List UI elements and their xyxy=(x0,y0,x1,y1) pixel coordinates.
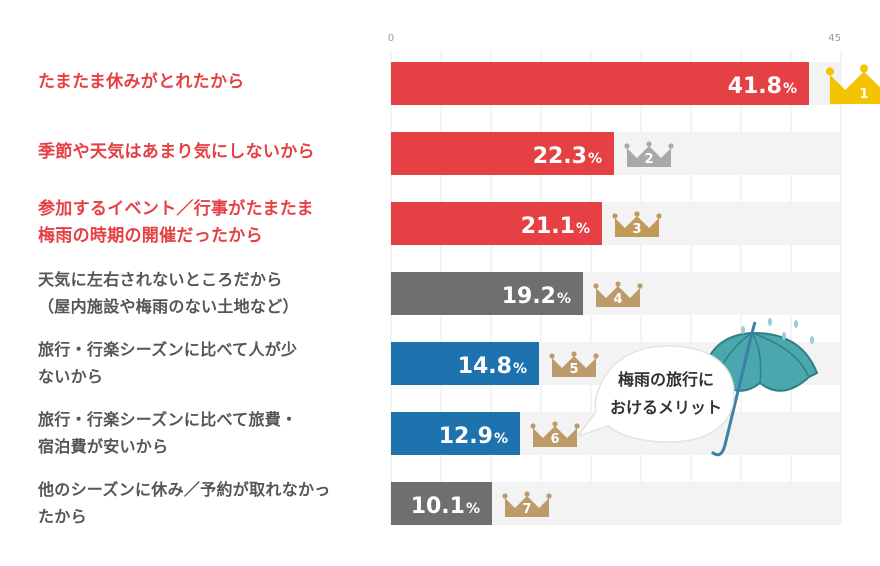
category-label-line: ないから xyxy=(38,366,104,386)
category-label-line: 旅行・行楽シーズンに比べて旅費・ xyxy=(38,409,298,429)
category-label: たまたま休みがとれたから xyxy=(38,69,378,96)
bar xyxy=(391,132,614,175)
callout-line-2: おけるメリット xyxy=(609,398,722,417)
bars: 41.8% 22.3% 21.1% 19.2% 14.8% 12.9% 10.1% xyxy=(391,62,809,525)
callout-bubble xyxy=(575,345,735,443)
crown-icon: 4 xyxy=(593,281,643,307)
rank-crowns: 1 2 3 4 5 6 7 xyxy=(502,64,880,517)
crown-icon: 5 xyxy=(549,351,599,377)
category-label-line: たから xyxy=(38,506,87,526)
bar-value-label: 19.2% xyxy=(502,284,571,309)
rank-number: 1 xyxy=(859,87,868,102)
bar-value-label: 41.8% xyxy=(728,74,797,99)
crown-icon: 7 xyxy=(502,491,552,517)
crown-icon: 6 xyxy=(530,421,580,447)
rank-number: 2 xyxy=(644,152,653,167)
category-label: 旅行・行楽シーズンに比べて人が少 ないから xyxy=(38,336,378,390)
category-label: 旅行・行楽シーズンに比べて旅費・ 宿泊費が安いから xyxy=(38,406,378,460)
category-label: 季節や天気はあまり気にしないから xyxy=(38,139,378,166)
bar-value-label: 22.3% xyxy=(533,144,602,169)
category-label-line: 季節や天気はあまり気にしないから xyxy=(38,142,315,162)
category-label-line: 宿泊費が安いから xyxy=(38,436,169,456)
bar xyxy=(391,412,520,455)
category-label-line: 他のシーズンに休み／予約が取れなかっ xyxy=(38,479,331,499)
bar-value-label: 14.8% xyxy=(458,354,527,379)
bar-value-label: 10.1% xyxy=(411,494,480,519)
category-label-line: （屋内施設や梅雨のない土地など） xyxy=(38,296,299,316)
axis-ticks: 0 45 xyxy=(388,33,841,44)
crown-icon: 3 xyxy=(612,211,662,237)
bar-value-label: 21.1% xyxy=(521,214,590,239)
callout-line-1: 梅雨の旅行に xyxy=(617,370,714,389)
category-label-line: 天気に左右されないところだから xyxy=(38,269,283,289)
category-label: 天気に左右されないところだから （屋内施設や梅雨のない土地など） xyxy=(38,266,378,320)
crown-icon: 2 xyxy=(624,141,674,167)
category-label-line: 旅行・行楽シーズンに比べて人が少 xyxy=(38,339,298,359)
x-tick-label: 0 xyxy=(388,33,394,44)
rank-number: 3 xyxy=(632,222,641,237)
rank-number: 5 xyxy=(569,362,578,377)
bar-value-label: 12.9% xyxy=(439,424,508,449)
rank-number: 7 xyxy=(522,502,531,517)
crown-icon: 1 xyxy=(825,64,880,104)
callout-text: 梅雨の旅行に おけるメリット xyxy=(600,366,732,422)
bar xyxy=(391,482,492,525)
category-label-line: 参加するイベント／行事がたまたま xyxy=(38,198,314,219)
bar xyxy=(391,272,583,315)
bar xyxy=(391,202,602,245)
rank-number: 6 xyxy=(550,432,559,447)
bar xyxy=(391,62,809,105)
category-label-line: たまたま休みがとれたから xyxy=(38,72,245,92)
umbrella-icon xyxy=(701,318,819,457)
x-tick-label: 45 xyxy=(828,33,841,44)
category-label-line: 梅雨の時期の開催だったから xyxy=(38,225,263,246)
rank-number: 4 xyxy=(613,292,622,307)
category-label: 参加するイベント／行事がたまたま 梅雨の時期の開催だったから xyxy=(38,196,378,250)
bar xyxy=(391,342,539,385)
category-label: 他のシーズンに休み／予約が取れなかっ たから xyxy=(38,476,378,530)
